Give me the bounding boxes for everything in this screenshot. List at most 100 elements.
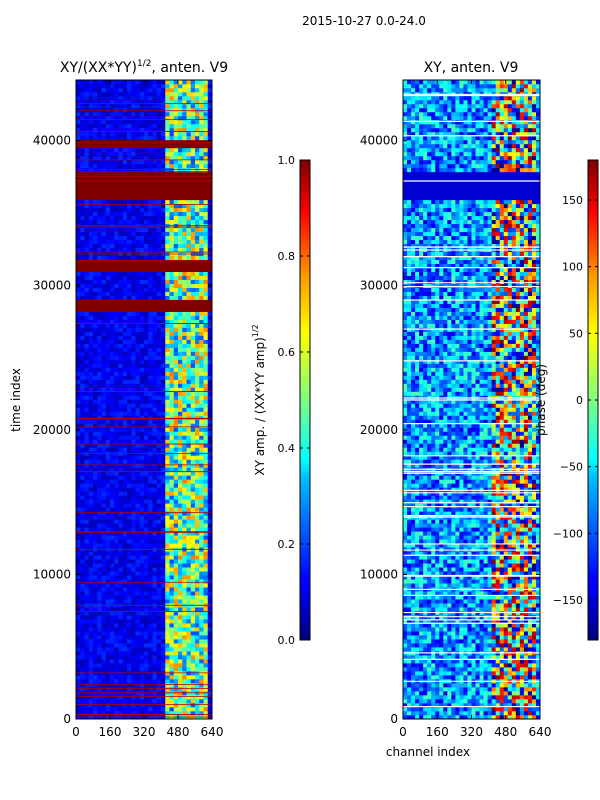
left-heatmap-cell: [122, 659, 128, 664]
left-heatmap-cell: [161, 171, 166, 177]
left-heatmap-cell: [76, 371, 81, 376]
left-heatmap-cell: [127, 403, 132, 408]
left-heatmap-cell: [114, 183, 119, 189]
left-heatmap-cell: [80, 95, 85, 101]
left-heatmap-cell: [165, 187, 170, 193]
left-heatmap-cell: [152, 483, 158, 488]
left-heatmap-cell: [178, 499, 183, 504]
left-heatmap-cell: [101, 183, 107, 189]
left-heatmap-cell: [148, 395, 153, 400]
left-heatmap-cell: [114, 127, 119, 133]
left-heatmap-cell: [144, 279, 149, 284]
left-heatmap-cell: [144, 687, 149, 692]
left-heatmap-cell: [203, 167, 209, 173]
left-heatmap-cell: [131, 239, 136, 245]
left-heatmap-cell: [199, 327, 204, 332]
left-heatmap-cell: [97, 155, 102, 161]
left-heatmap-cell: [105, 351, 111, 356]
left-heatmap-cell: [110, 599, 115, 604]
left-heatmap-cell: [110, 391, 115, 396]
left-heatmap-cell: [169, 219, 175, 225]
left-heatmap-cell: [84, 175, 90, 181]
left-heatmap-cell: [80, 519, 85, 524]
left-heatmap-cell: [195, 307, 200, 312]
left-heatmap-cell: [97, 503, 102, 508]
left-heatmap-cell: [88, 675, 94, 680]
left-heatmap-cell: [105, 651, 111, 656]
left-heatmap-cell: [97, 227, 102, 233]
left-heatmap-cell: [144, 627, 149, 632]
left-heatmap-cell: [178, 115, 183, 121]
left-heatmap-cell: [190, 703, 196, 708]
left-heatmap-cell: [144, 187, 149, 193]
left-heatmap-cell: [93, 115, 98, 121]
left-heatmap-cell: [88, 391, 94, 396]
left-heatmap-cell: [135, 675, 141, 680]
left-heatmap-cell: [127, 383, 132, 388]
left-heatmap-cell: [105, 267, 111, 272]
left-heatmap-cell: [203, 587, 209, 592]
left-heatmap-cell: [122, 699, 128, 704]
left-heatmap-cell: [88, 683, 94, 688]
left-heatmap-cell: [127, 635, 132, 640]
left-heatmap-cell: [88, 515, 94, 520]
left-heatmap-cell: [207, 319, 212, 324]
left-heatmap-cell: [131, 535, 136, 540]
left-heatmap-cell: [118, 395, 124, 400]
left-heatmap-cell: [148, 607, 153, 612]
left-heatmap-cell: [148, 275, 153, 280]
left-heatmap-cell: [203, 631, 209, 636]
left-heatmap-cell: [169, 427, 175, 432]
left-heatmap-cell: [84, 95, 90, 101]
left-heatmap-cell: [148, 279, 153, 284]
left-heatmap-cell: [178, 407, 183, 412]
left-heatmap-cell: [203, 311, 209, 316]
left-heatmap-cell: [101, 591, 107, 596]
left-heatmap-cell: [118, 355, 124, 360]
left-heatmap-cell: [122, 299, 128, 304]
left-heatmap-cell: [80, 183, 85, 189]
left-heatmap-cell: [139, 475, 145, 480]
left-heatmap-cell: [110, 551, 115, 556]
left-heatmap-cell: [178, 563, 183, 568]
left-heatmap-cell: [169, 683, 175, 688]
left-heatmap-cell: [139, 179, 145, 185]
left-heatmap-cell: [105, 323, 111, 328]
left-heatmap-cell: [161, 267, 166, 272]
left-heatmap-cell: [135, 415, 141, 420]
left-heatmap-cell: [144, 443, 149, 448]
left-heatmap-cell: [165, 539, 170, 544]
left-heatmap-cell: [97, 463, 102, 468]
left-heatmap-cell: [139, 543, 145, 548]
left-heatmap-cell: [161, 647, 166, 652]
left-heatmap-cell: [76, 323, 81, 328]
left-heatmap-cell: [110, 483, 115, 488]
left-heatmap-cell: [182, 411, 187, 416]
left-heatmap-cell: [118, 111, 124, 117]
left-heatmap-cell: [80, 439, 85, 444]
left-heatmap-cell: [131, 163, 136, 169]
left-heatmap-cell: [131, 255, 136, 261]
left-heatmap-cell: [88, 399, 94, 404]
left-heatmap-cell: [114, 535, 119, 540]
left-heatmap-cell: [148, 187, 153, 193]
left-heatmap-cell: [173, 467, 179, 472]
left-heatmap-cell: [118, 371, 124, 376]
left-heatmap-cell: [118, 231, 124, 237]
left-heatmap-cell: [135, 103, 141, 109]
left-heatmap-cell: [161, 659, 166, 664]
left-heatmap-cell: [131, 699, 136, 704]
left-heatmap-cell: [178, 359, 183, 364]
left-heatmap-cell: [169, 335, 175, 340]
left-heatmap-cell: [199, 627, 204, 632]
left-heatmap-cell: [131, 407, 136, 412]
left-heatmap-cell: [88, 523, 94, 528]
left-heatmap-cell: [144, 635, 149, 640]
left-heatmap-cell: [173, 599, 179, 604]
left-heatmap-cell: [178, 507, 183, 512]
left-heatmap-cell: [190, 663, 196, 668]
left-heatmap-cell: [101, 307, 107, 312]
left-heatmap-cell: [135, 151, 141, 157]
left-heatmap-cell: [203, 443, 209, 448]
left-heatmap-cell: [190, 447, 196, 452]
